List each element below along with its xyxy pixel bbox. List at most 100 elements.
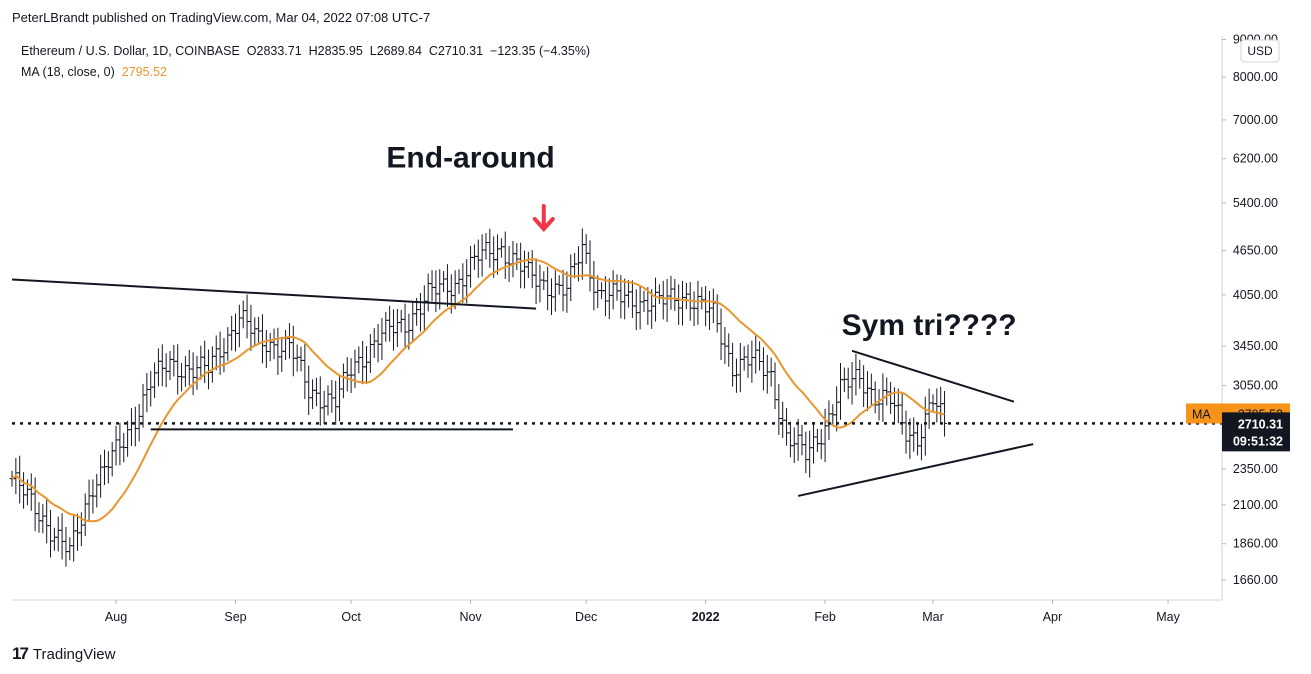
ohlc-bar <box>610 270 616 310</box>
ohlc-bar <box>410 301 416 343</box>
currency-badge: USD <box>1247 44 1273 58</box>
ohlc-bar <box>40 504 46 534</box>
ohlc-bar <box>745 344 751 378</box>
ohlc-bar <box>364 346 370 384</box>
ohlc-bar <box>456 269 462 294</box>
ohlc-bar <box>429 270 435 302</box>
y-tick-label: 1860.00 <box>1233 537 1278 551</box>
x-tick-label: Feb <box>814 610 836 624</box>
ohlc-bar <box>148 370 154 407</box>
ohlc-bar <box>845 367 851 400</box>
ohlc-bar <box>217 331 223 375</box>
ohlc-bar <box>132 406 138 447</box>
tradingview-footer[interactable]: 17 TradingView <box>12 644 115 664</box>
ohlc-bar <box>757 341 763 371</box>
ohlc-bar <box>383 311 389 342</box>
ohlc-bar <box>32 477 38 532</box>
ohlc-bar <box>371 328 377 358</box>
ohlc-bar <box>259 314 265 364</box>
ohlc-bar <box>568 254 574 302</box>
tradingview-brand: TradingView <box>32 645 116 663</box>
ohlc-bar <box>21 472 27 509</box>
ohlc-bar <box>152 362 158 398</box>
ohlc-bar <box>356 346 362 374</box>
price-chart[interactable]: 1660.001860.002100.002350.002650.003050.… <box>0 0 1311 640</box>
ohlc-bar <box>337 374 343 422</box>
ohlc-bar <box>760 347 766 391</box>
ma-legend-label: MA (18, close, 0) <box>21 65 115 79</box>
x-tick-label: May <box>1156 610 1180 624</box>
ohlc-bar <box>321 390 327 425</box>
ohlc-bar <box>329 380 335 413</box>
ohlc-bar <box>564 271 570 313</box>
ohlc-bar <box>572 252 578 279</box>
y-tick-label: 4650.00 <box>1233 244 1278 258</box>
ohlc-bar <box>861 365 867 407</box>
y-tick-label: 3450.00 <box>1233 339 1278 353</box>
ohlc-bar <box>622 278 628 320</box>
ohlc-bar <box>560 269 566 312</box>
ohlc-bar <box>591 261 597 311</box>
ohlc-bar <box>498 238 504 258</box>
ohlc-bar <box>171 344 177 377</box>
ohlc-bar <box>190 352 196 396</box>
ohlc-bar <box>221 337 227 373</box>
ohlc-bar <box>626 280 632 308</box>
ohlc-bar <box>533 258 539 305</box>
ohlc-bar <box>28 473 34 511</box>
tradingview-logo-icon: 17 <box>12 644 29 663</box>
currency-badge-box <box>1240 39 1280 63</box>
ohlc-bar <box>117 422 123 466</box>
ohlc-bar <box>518 242 524 289</box>
ohlc-bar <box>768 357 774 387</box>
down-arrow-icon <box>532 204 555 232</box>
ohlc-bar <box>714 294 720 333</box>
ohlc-bar <box>606 278 612 320</box>
ohlc-bar <box>525 251 531 279</box>
ohlc-bar <box>926 388 932 429</box>
ohlc-bar <box>155 348 161 387</box>
ohlc-bar <box>390 309 396 351</box>
ohlc-bar <box>125 420 131 457</box>
ohlc-bar <box>144 373 150 413</box>
y-tick-label: 2100.00 <box>1233 498 1278 512</box>
ohlc-bar <box>730 342 736 387</box>
ohlc-bar <box>522 250 528 289</box>
ma-legend-value: 2795.52 <box>121 65 167 79</box>
ohlc-bar <box>360 340 366 385</box>
ohlc-bar <box>209 346 215 383</box>
ohlc-bar <box>633 289 639 331</box>
ohlc-bar <box>811 421 817 464</box>
ohlc-bar <box>51 527 57 551</box>
ohlc-bar <box>672 278 678 311</box>
ohlc-bar <box>325 385 331 416</box>
ohlc-bar <box>695 280 701 325</box>
ohlc-bar <box>502 231 508 279</box>
ohlc-bar <box>101 449 107 485</box>
ohlc-bar <box>159 344 165 387</box>
bar-countdown-label: 09:51:32 <box>1233 434 1283 448</box>
ohlc-bar <box>733 358 739 393</box>
ma-legend: MA (18, close, 0) 2795.52 <box>21 65 167 79</box>
ohlc-bar <box>849 362 855 405</box>
ohlc-bar <box>629 280 635 318</box>
ohlc-bar <box>82 493 88 536</box>
ohlc-bar <box>664 278 670 322</box>
ohlc-bar <box>175 344 181 395</box>
ohlc-bar <box>229 315 235 351</box>
ohlc-bar <box>888 381 894 414</box>
ohlc-bar <box>398 309 404 333</box>
x-tick-label: Oct <box>341 610 361 624</box>
ohlc-bar <box>294 344 300 372</box>
ohlc-bar <box>653 277 659 322</box>
ohlc-bar <box>236 304 242 348</box>
ohlc-bar <box>787 421 793 458</box>
ohlc-bar <box>182 356 188 387</box>
last-price-label: 2710.31 <box>1238 417 1283 431</box>
ohlc-bar <box>109 441 115 477</box>
ohlc-bar <box>313 377 319 407</box>
ohlc-bar <box>749 340 755 383</box>
ohlc-bar <box>348 358 354 393</box>
ohlc-bar <box>67 537 73 561</box>
ohlc-bar <box>668 275 674 310</box>
